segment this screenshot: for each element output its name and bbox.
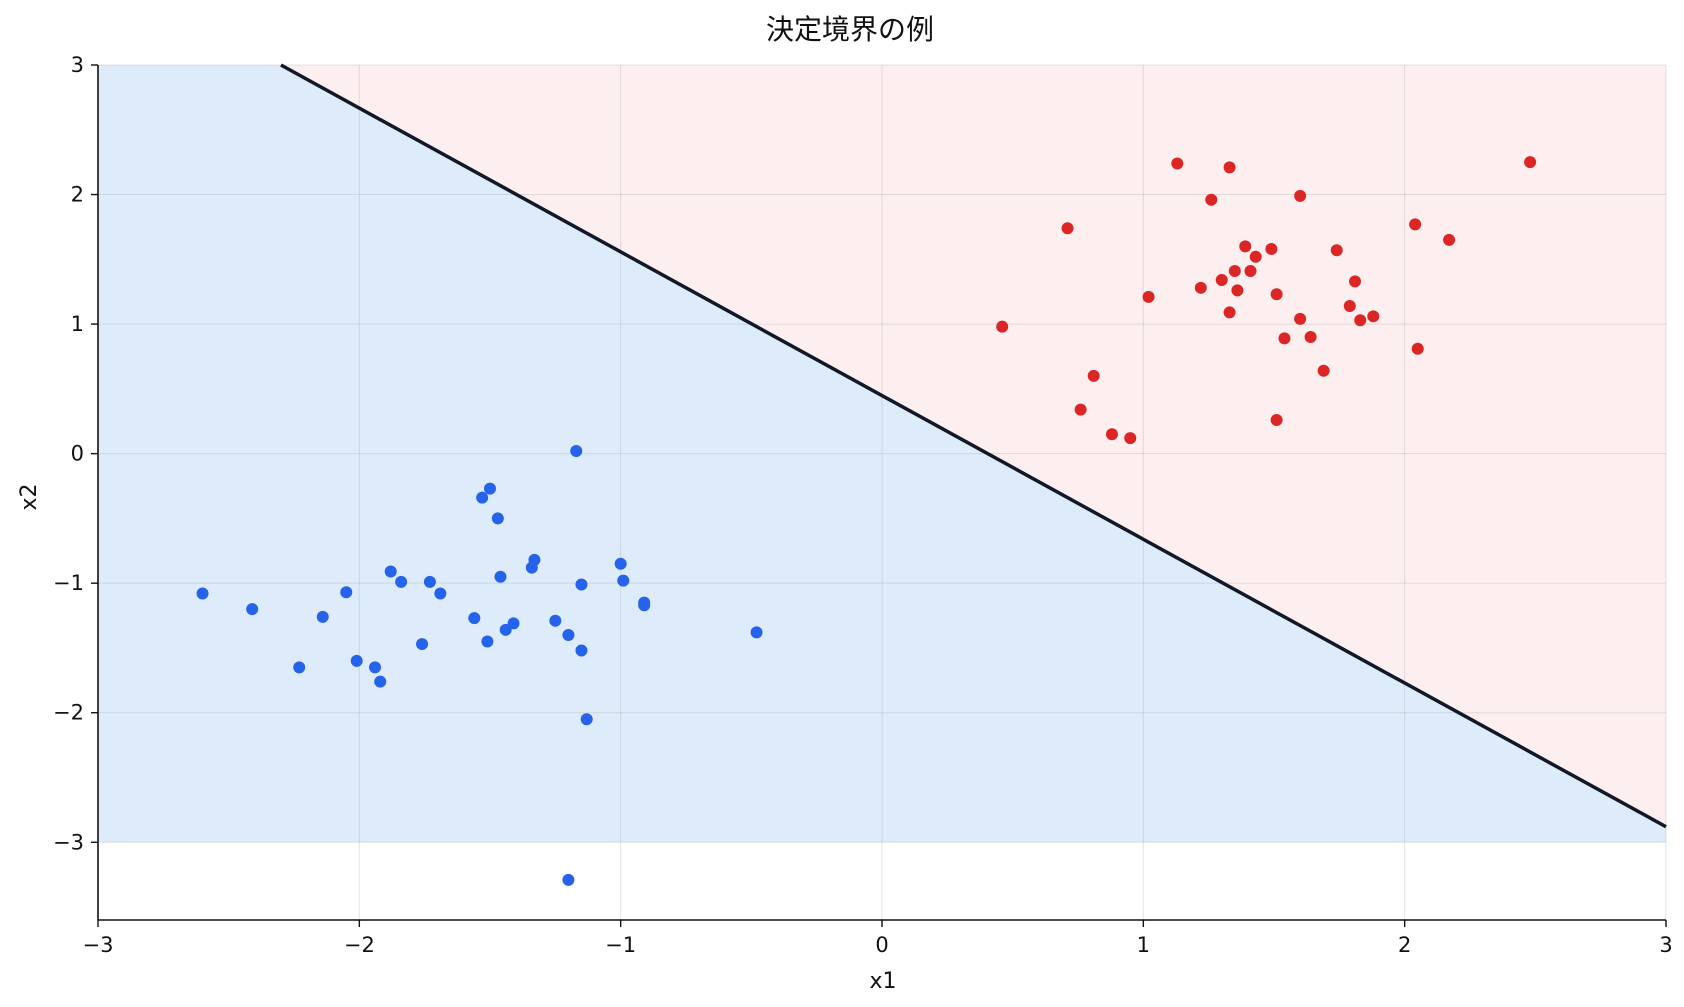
point-s1-8 [494, 570, 507, 583]
point-s1-13 [340, 586, 353, 599]
y-axis-label: x2 [17, 483, 42, 510]
point-s1-0 [570, 445, 583, 458]
point-s1-30 [293, 661, 306, 674]
point-s1-11 [423, 575, 436, 588]
point-s1-27 [481, 635, 494, 648]
point-s0-19 [1142, 290, 1155, 303]
point-s1-17 [638, 599, 651, 612]
point-s0-15 [1349, 275, 1362, 288]
point-s0-5 [1061, 222, 1074, 235]
point-s1-33 [580, 713, 593, 726]
point-s1-6 [614, 557, 627, 570]
point-s0-32 [1270, 413, 1283, 426]
point-s1-29 [350, 654, 363, 667]
point-s0-34 [1124, 432, 1137, 445]
point-s0-10 [1330, 244, 1343, 257]
x-tick-label-0: −3 [83, 933, 114, 957]
point-s1-5 [525, 561, 538, 574]
point-s0-29 [1317, 364, 1330, 377]
point-s1-21 [549, 614, 562, 627]
x-tick-label-4: 1 [1137, 933, 1150, 957]
y-tick-label-6: 3 [71, 53, 84, 77]
point-s0-0 [1524, 156, 1537, 169]
point-s0-4 [1205, 193, 1218, 206]
point-s0-17 [1231, 284, 1244, 297]
point-s0-14 [1215, 274, 1228, 287]
point-s0-23 [1294, 312, 1307, 325]
x-axis-label: x1 [869, 969, 896, 994]
point-s0-6 [1409, 218, 1422, 231]
point-s0-31 [1074, 403, 1087, 416]
point-s0-30 [1087, 369, 1100, 382]
grid-lines [97, 64, 1667, 920]
point-s1-12 [575, 578, 588, 591]
x-tick-label-3: 0 [875, 933, 888, 957]
point-s1-1 [484, 482, 496, 495]
point-s1-15 [434, 587, 447, 600]
decision-boundary [280, 63, 1667, 829]
point-s0-13 [1244, 264, 1257, 277]
point-s0-3 [1294, 189, 1307, 202]
point-s0-11 [1249, 250, 1262, 263]
point-s0-33 [1105, 428, 1118, 441]
point-s1-24 [750, 626, 763, 639]
point-s1-26 [416, 638, 429, 651]
point-s1-7 [384, 565, 397, 578]
point-s0-8 [1239, 240, 1252, 253]
point-s0-18 [1270, 288, 1283, 301]
y-tick-label-2: −1 [53, 571, 84, 595]
y-tick-label-4: 1 [71, 312, 84, 336]
point-s1-19 [316, 610, 329, 623]
point-s0-16 [1194, 281, 1207, 294]
point-s0-27 [1304, 331, 1317, 344]
chart-title: 決定境界の例 [766, 13, 934, 46]
y-axis-ticks: −3 −2 −1 0 1 2 3 [53, 53, 98, 854]
point-s0-24 [1354, 314, 1367, 327]
point-s1-34 [562, 873, 575, 886]
x-tick-label-6: 3 [1659, 933, 1672, 957]
data-points [196, 156, 1537, 886]
point-s1-18 [246, 603, 259, 616]
point-s1-10 [395, 575, 408, 588]
y-tick-label-5: 2 [71, 183, 84, 207]
point-s1-23 [499, 623, 512, 636]
point-s0-21 [1223, 306, 1236, 319]
point-s0-2 [1223, 161, 1236, 174]
point-s1-2 [476, 491, 489, 504]
point-s1-9 [617, 574, 630, 587]
point-s0-7 [1443, 233, 1456, 246]
point-s0-1 [1171, 157, 1184, 170]
point-s1-28 [575, 644, 588, 657]
boundary-line [280, 63, 1667, 829]
point-s1-20 [468, 612, 481, 625]
x-tick-label-2: −1 [605, 933, 636, 957]
x-tick-label-5: 2 [1398, 933, 1411, 957]
point-s1-3 [491, 512, 504, 525]
point-s1-25 [562, 629, 575, 641]
x-axis-ticks: −3 −2 −1 0 1 2 3 [83, 920, 1673, 957]
y-tick-label-1: −2 [53, 701, 84, 725]
point-s0-25 [996, 320, 1009, 333]
point-s0-9 [1265, 242, 1278, 255]
point-s1-14 [196, 587, 209, 600]
point-s0-20 [1343, 299, 1356, 312]
point-s1-32 [374, 675, 387, 688]
point-s0-28 [1411, 342, 1424, 355]
point-s0-22 [1367, 310, 1380, 323]
y-tick-label-0: −3 [53, 830, 84, 854]
point-s0-12 [1228, 264, 1241, 277]
x-tick-label-1: −2 [344, 933, 375, 957]
point-s0-26 [1278, 332, 1291, 345]
point-s1-31 [369, 661, 382, 674]
y-tick-label-3: 0 [71, 442, 84, 466]
